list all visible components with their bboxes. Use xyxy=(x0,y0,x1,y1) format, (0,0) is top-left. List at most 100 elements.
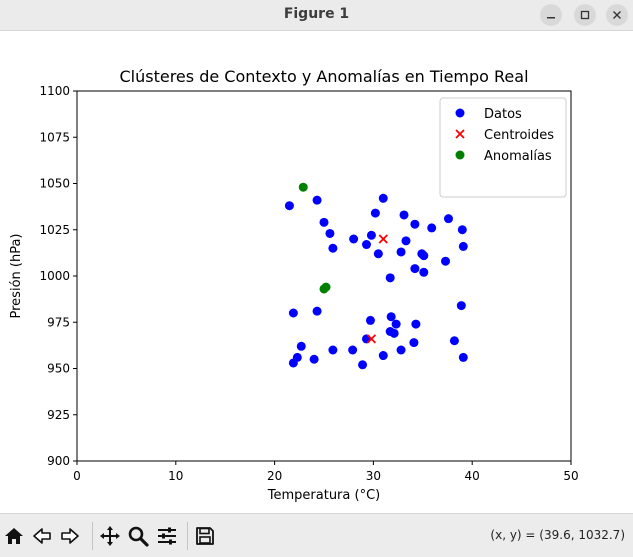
save-floppy-icon xyxy=(196,527,214,545)
data-point xyxy=(410,264,420,274)
anomaly-point xyxy=(298,182,308,192)
data-point xyxy=(457,225,467,235)
data-point xyxy=(373,249,383,259)
figure-canvas[interactable]: Clústeres de Contexto y Anomalías en Tie… xyxy=(0,31,633,513)
data-point xyxy=(309,354,319,364)
home-icon xyxy=(5,528,23,544)
x-tick-label: 0 xyxy=(73,469,81,483)
data-point xyxy=(361,334,371,344)
data-point xyxy=(411,319,421,329)
x-tick-label: 50 xyxy=(563,469,578,483)
centroid-marker xyxy=(378,234,388,244)
toolbar-separator xyxy=(187,522,188,550)
pan-button[interactable] xyxy=(98,524,122,548)
data-point xyxy=(378,193,388,203)
data-point xyxy=(296,341,306,351)
data-point xyxy=(427,223,437,233)
data-point xyxy=(349,234,359,244)
data-point xyxy=(365,315,375,325)
maximize-icon xyxy=(580,10,590,20)
data-point xyxy=(361,240,371,250)
data-point xyxy=(419,267,429,277)
data-point xyxy=(396,247,406,257)
y-tick-label: 1100 xyxy=(39,84,70,98)
y-tick-label: 975 xyxy=(47,315,70,329)
data-point xyxy=(348,345,358,355)
navigation-toolbar: (x, y) = (39.6, 1032.7) xyxy=(0,513,633,557)
x-tick-label: 40 xyxy=(465,469,480,483)
data-point xyxy=(441,256,451,266)
data-point xyxy=(370,208,380,218)
y-tick-label: 1025 xyxy=(39,223,70,237)
close-button[interactable] xyxy=(606,4,628,26)
y-tick-label: 1000 xyxy=(39,269,70,283)
y-tick-label: 950 xyxy=(47,362,70,376)
data-point xyxy=(312,306,322,316)
data-point xyxy=(325,228,335,238)
legend-marker xyxy=(455,150,465,160)
data-point xyxy=(409,338,419,348)
home-button[interactable] xyxy=(2,524,26,548)
data-point xyxy=(396,345,406,355)
forward-button[interactable] xyxy=(58,524,82,548)
close-icon xyxy=(613,11,621,19)
sliders-icon xyxy=(158,527,176,545)
data-point xyxy=(284,201,294,211)
cursor-coordinates: (x, y) = (39.6, 1032.7) xyxy=(490,528,625,542)
window-title: Figure 1 xyxy=(283,6,350,22)
data-point xyxy=(366,230,376,240)
back-button[interactable] xyxy=(30,524,54,548)
data-point xyxy=(401,236,411,246)
data-point xyxy=(458,352,468,362)
data-point xyxy=(391,319,401,329)
x-tick-label: 20 xyxy=(267,469,282,483)
pan-icon xyxy=(100,526,120,546)
data-point xyxy=(288,358,298,368)
data-point xyxy=(312,195,322,205)
data-point xyxy=(328,243,338,253)
data-point xyxy=(378,351,388,361)
zoom-button[interactable] xyxy=(126,524,150,548)
back-arrow-icon xyxy=(33,528,51,544)
data-point xyxy=(443,214,453,224)
data-point xyxy=(389,328,399,338)
data-point xyxy=(419,251,429,261)
y-axis-label: Presión (hPa) xyxy=(9,234,24,319)
data-point xyxy=(288,308,298,318)
toolbar-separator xyxy=(92,522,93,550)
data-point xyxy=(358,360,368,370)
data-point xyxy=(456,301,466,311)
legend-label: Centroides xyxy=(484,128,554,143)
data-point xyxy=(410,219,420,229)
data-point xyxy=(385,273,395,283)
window-titlebar: Figure 1 xyxy=(0,0,633,31)
data-point xyxy=(386,312,396,322)
legend-box xyxy=(439,97,567,198)
data-point xyxy=(399,210,409,220)
data-point xyxy=(458,241,468,251)
data-point xyxy=(328,345,338,355)
minimize-icon xyxy=(547,17,555,19)
maximize-button[interactable] xyxy=(574,4,596,26)
legend-label: Anomalías xyxy=(484,149,552,164)
legend-marker xyxy=(455,108,465,118)
y-tick-label: 1050 xyxy=(39,177,70,191)
anomaly-point xyxy=(319,284,329,294)
forward-arrow-icon xyxy=(61,528,79,544)
legend-marker xyxy=(455,129,465,139)
save-button[interactable] xyxy=(193,524,217,548)
x-tick-label: 10 xyxy=(168,469,183,483)
y-tick-label: 1075 xyxy=(39,130,70,144)
data-point xyxy=(449,336,459,346)
configure-subplots-button[interactable] xyxy=(155,524,179,548)
y-tick-label: 925 xyxy=(47,408,70,422)
zoom-magnifier-icon xyxy=(128,526,149,547)
legend-label: Datos xyxy=(484,107,522,122)
minimize-button[interactable] xyxy=(540,4,562,26)
chart-title: Clústeres de Contexto y Anomalías en Tie… xyxy=(119,67,528,86)
scatter-chart: Clústeres de Contexto y Anomalías en Tie… xyxy=(9,67,579,503)
x-axis-label: Temperatura (°C) xyxy=(267,488,380,503)
centroid-marker xyxy=(366,334,377,344)
data-point xyxy=(319,217,329,227)
y-tick-label: 900 xyxy=(47,454,70,468)
